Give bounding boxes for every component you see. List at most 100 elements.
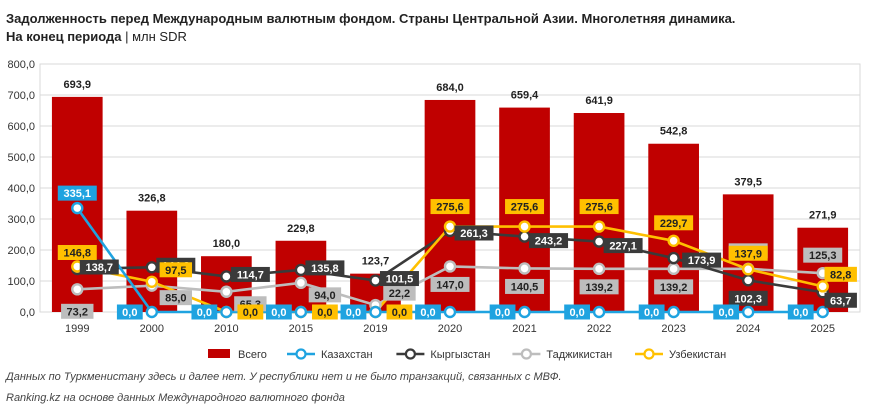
data-label-tajikistan: 22,2 — [389, 288, 410, 300]
point-tajikistan — [592, 262, 606, 276]
label-box-kazakhstan — [340, 304, 367, 320]
point-kazakhstan — [667, 305, 680, 319]
data-label-tajikistan: 94,0 — [314, 290, 335, 302]
chart-title-line1: Задолженность перед Международным валютн… — [6, 11, 736, 26]
point-kazakhstan — [220, 305, 233, 319]
x-tick-label: 2019 — [363, 323, 387, 335]
data-label-kyrgyzstan: 114,7 — [237, 269, 264, 281]
point-kyrgyzstan — [518, 230, 531, 243]
data-label-kyrgyzstan: 102,3 — [734, 293, 762, 305]
label-box-kyrgyzstan — [305, 260, 345, 276]
label-box-uzbekistan — [57, 244, 97, 260]
label-box-kyrgyzstan — [454, 225, 494, 241]
label-box-tajikistan — [308, 287, 342, 303]
data-label-kyrgyzstan: 101,5 — [386, 274, 414, 286]
point-uzbekistan — [816, 280, 829, 293]
label-box-kyrgyzstan — [529, 233, 569, 249]
legend-label-kazakhstan: Казахстан — [321, 349, 373, 361]
label-box-uzbekistan — [579, 199, 619, 215]
x-tick-label: 2020 — [438, 323, 462, 335]
bar-total-label: 271,9 — [809, 210, 837, 222]
data-label-tajikistan: 125,3 — [809, 250, 837, 262]
legend-label-kyrgyzstan: Кыргызстан — [430, 349, 490, 361]
data-label-kazakhstan: 0,0 — [122, 307, 137, 319]
point-uzbekistan — [443, 220, 457, 233]
data-label-uzbekistan: 137,9 — [734, 248, 762, 260]
point-kyrgyzstan — [667, 251, 680, 265]
label-box-kazakhstan — [415, 304, 441, 320]
label-box-uzbekistan — [430, 199, 470, 215]
footnote-turkmenistan: Данных по Туркменистану здесь и далее не… — [6, 371, 562, 383]
legend-marker-tajikistan — [520, 348, 533, 360]
chart-title-sep: | — [125, 29, 129, 44]
point-uzbekistan — [145, 275, 159, 288]
y-tick-label: 500,0 — [7, 152, 35, 164]
label-box-kazakhstan — [787, 304, 814, 320]
data-label-kyrgyzstan: 173,9 — [688, 255, 716, 267]
point-uzbekistan — [741, 263, 755, 276]
data-label-uzbekistan: 275,6 — [436, 202, 464, 214]
data-label-tajikistan: 140,5 — [511, 281, 539, 293]
point-uzbekistan — [592, 220, 606, 233]
x-tick-label: 2022 — [587, 323, 611, 335]
label-box-tajikistan — [579, 279, 619, 295]
x-tick-label: 2015 — [289, 323, 313, 335]
data-label-uzbekistan: 0,0 — [243, 307, 258, 319]
point-uzbekistan — [518, 220, 531, 233]
point-kazakhstan — [443, 305, 457, 319]
data-label-kazakhstan: 0,0 — [346, 307, 361, 319]
data-label-uzbekistan: 82,8 — [830, 269, 851, 281]
point-kazakhstan — [741, 305, 755, 319]
bar-total-label: 693,9 — [64, 79, 92, 91]
point-tajikistan — [294, 276, 308, 290]
data-label-kazakhstan: 0,0 — [719, 307, 734, 319]
point-kyrgyzstan — [220, 270, 233, 283]
label-box-kyrgyzstan — [230, 266, 270, 282]
point-tajikistan — [71, 283, 84, 296]
point-kazakhstan — [369, 305, 382, 319]
label-box-uzbekistan — [728, 245, 768, 261]
label-box-uzbekistan — [237, 304, 264, 320]
y-tick-label: 300,0 — [7, 214, 35, 226]
label-box-kyrgyzstan — [603, 238, 643, 254]
data-label-kazakhstan: 0,0 — [569, 307, 584, 319]
bar-total-label: 684,0 — [436, 82, 464, 94]
x-tick-label: 2010 — [214, 323, 238, 335]
label-box-kazakhstan — [57, 185, 97, 201]
point-kazakhstan — [592, 305, 606, 319]
bar-total-label: 379,5 — [734, 176, 762, 188]
label-box-kazakhstan — [116, 304, 143, 320]
label-box-tajikistan — [505, 278, 545, 294]
label-box-kyrgyzstan — [379, 271, 419, 287]
point-kyrgyzstan — [369, 274, 382, 287]
data-label-tajikistan: 139,2 — [585, 282, 613, 294]
x-tick-label: 2024 — [736, 323, 760, 335]
point-kyrgyzstan — [294, 263, 308, 277]
data-label-tajikistan: 85,0 — [165, 293, 186, 305]
x-tick-label: 2021 — [512, 323, 536, 335]
data-label-tajikistan: 73,2 — [67, 306, 88, 318]
bar-total-label: 326,8 — [138, 193, 166, 205]
bar-total-label: 641,9 — [585, 95, 613, 107]
point-tajikistan — [667, 262, 680, 276]
data-label-tajikistan: 139,2 — [660, 282, 688, 294]
y-tick-label: 0,0 — [20, 307, 35, 319]
legend-label-tajikistan: Таджикистан — [546, 349, 612, 361]
chart-title: Задолженность перед Международным валютн… — [6, 10, 735, 46]
label-box-kazakhstan — [564, 304, 590, 320]
data-label-uzbekistan: 275,6 — [585, 202, 613, 214]
label-box-uzbekistan — [505, 199, 545, 215]
label-box-tajikistan — [430, 276, 470, 292]
y-tick-label: 200,0 — [7, 245, 35, 257]
data-label-kyrgyzstan: 261,3 — [460, 228, 488, 240]
point-tajikistan — [220, 285, 233, 298]
bar-total-label: 229,8 — [287, 223, 315, 235]
point-kyrgyzstan — [145, 261, 159, 274]
data-label-kazakhstan: 0,0 — [793, 307, 808, 319]
data-label-uzbekistan: 0,0 — [317, 307, 332, 319]
data-label-kazakhstan: 0,0 — [271, 307, 286, 319]
data-label-uzbekistan: 275,6 — [511, 202, 539, 214]
label-box-kyrgyzstan — [824, 292, 857, 308]
point-tajikistan — [518, 262, 531, 275]
